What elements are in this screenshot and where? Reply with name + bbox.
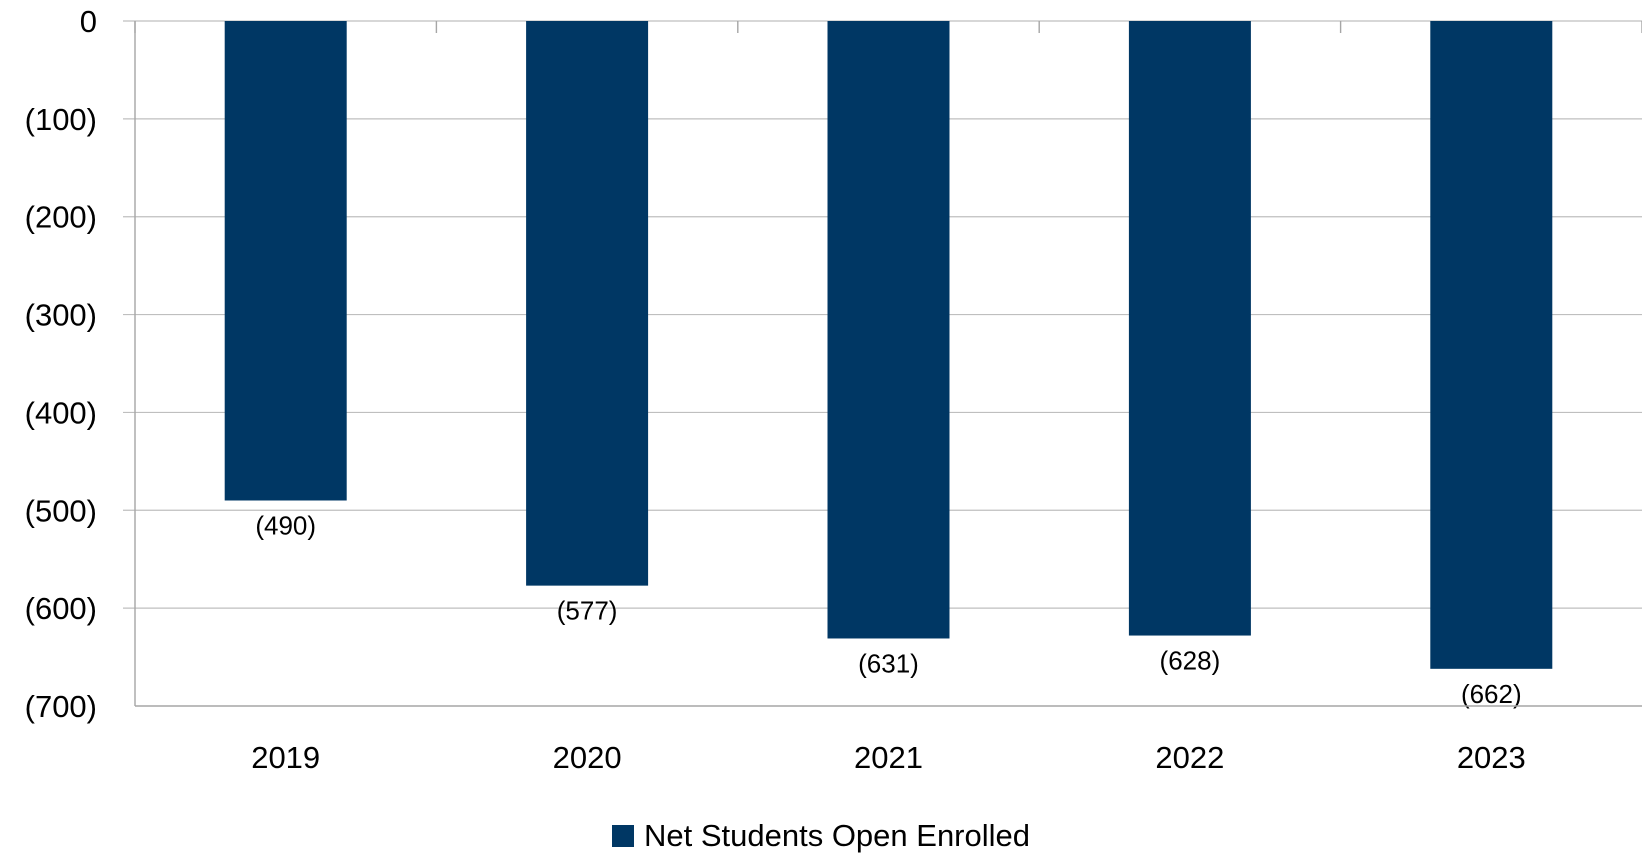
y-tick-label: 0	[80, 4, 97, 39]
y-tick-label: (100)	[25, 102, 97, 137]
data-label: (631)	[858, 648, 919, 678]
x-tick-label: 2020	[553, 740, 622, 775]
data-label: (577)	[557, 596, 618, 626]
bar	[827, 21, 950, 639]
y-tick-label: (500)	[25, 493, 97, 528]
y-axis-tick-labels: 0 (100) (200) (300) (400) (500) (600) (700)	[25, 4, 97, 724]
bar	[224, 21, 347, 501]
bars	[224, 21, 1553, 669]
x-tick-label: 2021	[854, 740, 923, 775]
data-labels: (490) (577) (631) (628) (662)	[255, 511, 1521, 709]
x-tick-label: 2023	[1457, 740, 1526, 775]
data-label: (662)	[1461, 679, 1522, 709]
legend-label: Net Students Open Enrolled	[643, 818, 1031, 853]
bar	[526, 21, 649, 586]
data-label: (490)	[255, 511, 316, 541]
y-tick-label: (200)	[25, 200, 97, 235]
y-tick-label: (300)	[25, 298, 97, 333]
x-tick-label: 2019	[251, 740, 320, 775]
legend-swatch	[611, 825, 634, 847]
bar	[1128, 21, 1251, 636]
x-tick-label: 2022	[1155, 740, 1224, 775]
legend: Net Students Open Enrolled	[0, 818, 1642, 854]
bar	[1430, 21, 1553, 669]
bar-chart: 0 (100) (200) (300) (400) (500) (600) (700) 201…	[25, 4, 1642, 775]
x-axis-tick-labels: 2019 2020 2021 2022 2023	[251, 740, 1526, 775]
y-tick-label: (600)	[25, 591, 97, 626]
y-tick-label: (400)	[25, 395, 97, 430]
y-tick-label: (700)	[25, 689, 97, 724]
data-label: (628)	[1160, 646, 1221, 676]
